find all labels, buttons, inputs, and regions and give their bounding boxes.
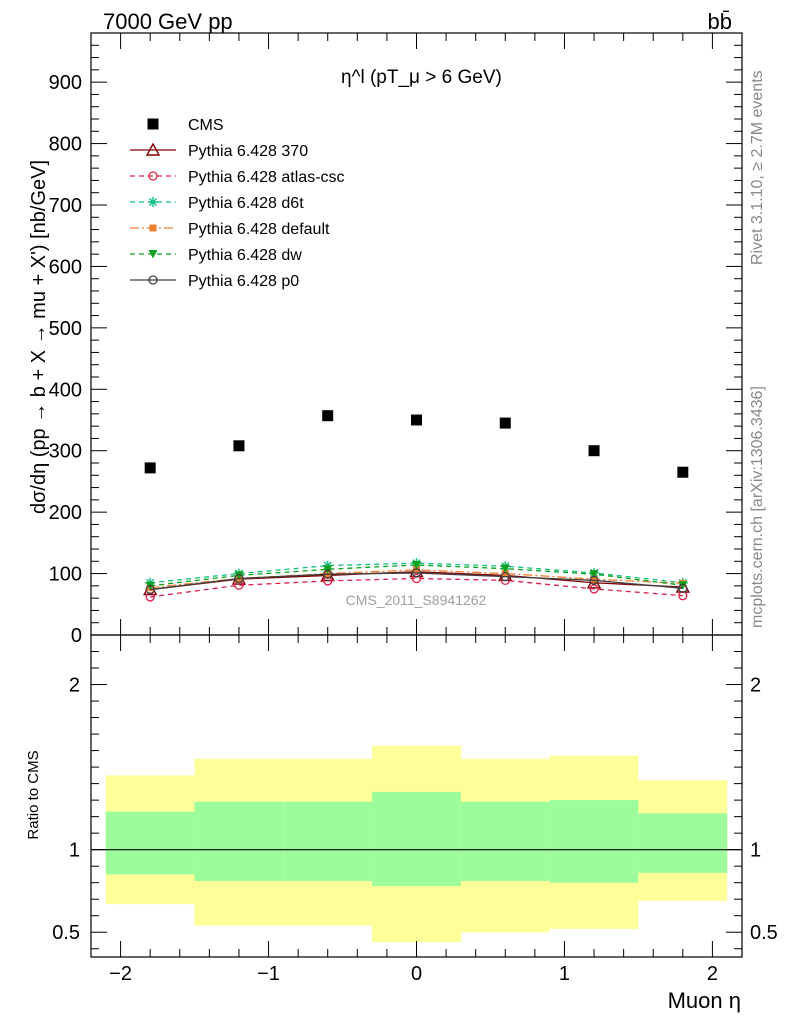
marker-default xyxy=(501,570,509,578)
ratio-y-tick-label-right: 2 xyxy=(750,675,761,697)
band-inner-bin xyxy=(549,800,639,883)
x-tick-label: 0 xyxy=(411,963,422,985)
marker-atlas xyxy=(411,573,422,584)
x-tick-label: −1 xyxy=(257,963,280,985)
main-y-tick-label: 700 xyxy=(49,195,82,217)
legend-label-p370: Pythia 6.428 370 xyxy=(188,143,308,160)
main-y-tick-label: 900 xyxy=(49,72,82,94)
legend-marker-default xyxy=(149,224,157,232)
legend-label-p0: Pythia 6.428 p0 xyxy=(188,273,299,290)
legend-marker-cms xyxy=(147,118,159,130)
legend-label-default: Pythia 6.428 default xyxy=(188,221,330,238)
x-tick-label: −2 xyxy=(109,963,132,985)
marker-default xyxy=(590,575,598,583)
ratio-y-tick-label: 1 xyxy=(69,840,80,862)
legend-marker-atlas xyxy=(148,171,158,181)
x-tick-label: 1 xyxy=(559,963,570,985)
data-point-cms xyxy=(499,417,511,429)
band-inner-bin xyxy=(460,801,550,882)
header-right: bb̄ xyxy=(708,9,732,34)
main-y-tick-label: 100 xyxy=(49,564,82,586)
data-point-cms xyxy=(144,462,156,474)
axes: 0 100 200 300 400 500 600 700 800 900 0.5 0.5 1 1 2 2 −2… xyxy=(49,32,778,985)
marker-dw xyxy=(678,581,688,590)
x-axis-title: Muon η xyxy=(668,988,741,1013)
ratio-y-axis-title: Ratio to CMS xyxy=(25,750,42,839)
ratio-y-tick-label: 0.5 xyxy=(52,922,80,944)
main-y-tick-label: 400 xyxy=(49,379,82,401)
watermark: CMS_2011_S8941262 xyxy=(346,592,487,608)
marker-dw xyxy=(323,565,333,574)
marker-dw xyxy=(234,571,244,580)
legend-marker-d6t xyxy=(148,197,158,207)
band-inner-bin xyxy=(283,801,373,882)
legend-label-cms: CMS xyxy=(188,117,224,134)
ratio-y-tick-label-right: 1 xyxy=(750,840,761,862)
main-y-tick-label: 300 xyxy=(49,441,82,463)
header-left: 7000 GeV pp xyxy=(103,9,233,34)
band-inner-bin xyxy=(372,791,461,886)
mcplots-label: mcplots.cern.ch [arXiv:1306.3436] xyxy=(749,386,766,628)
marker-p0 xyxy=(323,569,333,579)
x-tick-label: 2 xyxy=(707,963,718,985)
band-inner-bin xyxy=(638,813,728,873)
main-y-axis-title: dσ/dη (pp → b + X → mu + X') [nb/GeV] xyxy=(28,160,50,514)
legend-label-atlas: Pythia 6.428 atlas-csc xyxy=(188,169,345,186)
main-y-tick-label: 800 xyxy=(49,134,82,156)
data-point-cms xyxy=(322,410,334,422)
data-point-cms xyxy=(411,414,422,426)
marker-p0 xyxy=(234,573,244,584)
data-point-cms xyxy=(588,445,600,457)
band-inner-bin xyxy=(105,811,195,875)
main-series xyxy=(143,410,690,602)
legend-marker-p370 xyxy=(145,142,161,156)
main-y-tick-label: 500 xyxy=(49,318,82,340)
band-inner-bin xyxy=(194,801,284,882)
marker-dw xyxy=(412,560,421,570)
legend-label-d6t: Pythia 6.428 d6t xyxy=(188,195,304,212)
main-title: η^l (pT_μ > 6 GeV) xyxy=(341,67,502,88)
marker-p0 xyxy=(500,571,510,582)
marker-default xyxy=(413,566,420,574)
main-y-tick-label: 200 xyxy=(49,502,82,524)
marker-p0 xyxy=(589,575,599,585)
ratio-y-tick-label: 2 xyxy=(69,675,80,697)
marker-dw xyxy=(589,570,599,579)
legend-marker-p0 xyxy=(148,275,158,285)
ratio-y-tick-label-right: 0.5 xyxy=(750,922,778,944)
rivet-label: Rivet 3.1.10, ≥ 2.7M events xyxy=(749,70,766,265)
main-y-tick-label: 0 xyxy=(71,625,82,647)
data-point-cms xyxy=(233,440,245,452)
series-line-atlas xyxy=(150,577,683,598)
data-point-cms xyxy=(677,466,689,478)
marker-dw xyxy=(500,564,510,574)
legend-marker-dw xyxy=(148,250,158,259)
legend-label-dw: Pythia 6.428 dw xyxy=(188,247,302,264)
legend: CMS Pythia 6.428 370 Pythia 6.428 atlas-cs… xyxy=(130,117,345,290)
marker-p0 xyxy=(145,584,155,595)
ratio-bands xyxy=(105,745,728,943)
series-line-p0 xyxy=(150,572,683,591)
main-y-tick-label: 600 xyxy=(49,256,82,278)
marker-p0 xyxy=(678,583,688,593)
marker-p0 xyxy=(411,568,422,578)
